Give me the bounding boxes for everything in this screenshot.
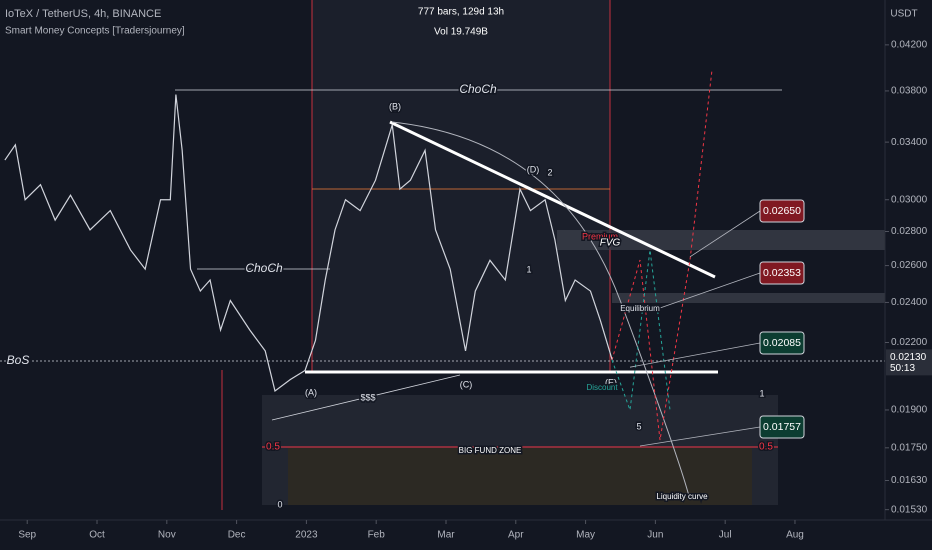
x-tick-label: Mar [437, 530, 455, 541]
liquidity-line [271, 374, 461, 421]
annotation: 1 [526, 264, 531, 274]
liquidity-curve [391, 121, 691, 501]
x-tick-label: 2023 [295, 530, 318, 541]
x-tick-label: Jul [719, 530, 732, 541]
target-leader [689, 210, 761, 258]
x-tick-label: Feb [368, 530, 386, 541]
y-tick-label: 0.02600 [891, 260, 928, 271]
x-tick-label: Oct [89, 530, 105, 541]
annotation: Liquidity curve [656, 492, 708, 501]
big-fund-zone [288, 448, 752, 505]
y-tick-label: 0.01630 [891, 475, 928, 486]
y-tick-label: 0.02800 [891, 226, 928, 237]
annotation: (C) [460, 379, 473, 389]
y-tick-label: 0.02400 [891, 297, 928, 308]
x-tick-label: Jun [647, 530, 663, 541]
y-tick-label: 0.01530 [891, 504, 928, 515]
countdown: 50:13 [890, 363, 915, 374]
target-label: 0.01757 [763, 421, 801, 433]
y-tick-label: 0.01750 [891, 442, 928, 453]
x-tick-label: May [576, 530, 595, 541]
y-tick-label: 0.01900 [891, 405, 928, 416]
annotation: BIG FUND ZONE [459, 446, 522, 455]
annotation: (B) [389, 101, 401, 111]
x-tick-label: Nov [158, 530, 176, 541]
target-label: 0.02085 [763, 337, 801, 349]
annotation: 2 [547, 167, 552, 177]
range-info: 777 bars, 129d 13h [418, 7, 504, 18]
annotation: 5 [636, 421, 641, 431]
annotation: 0.5 [266, 442, 280, 453]
y-tick-label: 0.03000 [891, 194, 928, 205]
annotation: Equilibrium [620, 304, 660, 313]
x-tick-label: Sep [18, 530, 36, 541]
annotation: (A) [305, 387, 317, 397]
y-tick-label: 0.03800 [891, 86, 928, 97]
target-label: 0.02353 [763, 267, 801, 279]
target-leader [649, 272, 761, 312]
projection [611, 249, 671, 411]
trend-line [389, 120, 716, 279]
x-tick-label: Apr [508, 530, 524, 541]
symbol: IoTeX / TetherUS, 4h, BINANCE [5, 8, 161, 20]
annotation: $$$ [360, 392, 375, 402]
annotation: 1 [759, 388, 764, 398]
currency: USDT [890, 9, 917, 20]
x-tick-label: Aug [786, 530, 804, 541]
target-box [759, 415, 805, 439]
last-price-tag [886, 349, 932, 376]
annotation: (D) [527, 164, 540, 174]
annotation: (E) [605, 377, 617, 387]
target-leader [639, 426, 761, 447]
annotation: 0 [277, 499, 282, 509]
y-tick-label: 0.02200 [891, 337, 928, 348]
indicator: Smart Money Concepts [Tradersjourney] [5, 26, 185, 37]
annotation: 0.5 [759, 442, 773, 453]
last-price-label: 0.02130 [890, 352, 927, 363]
target-box [759, 331, 805, 355]
price-line [4, 94, 613, 393]
x-tick-label: Dec [228, 530, 246, 541]
equilibrium-zone [612, 293, 885, 303]
annotation: ChoCh [459, 82, 497, 96]
target-box [759, 261, 805, 285]
target-label: 0.02650 [763, 205, 801, 217]
annotation: Premium [582, 231, 618, 241]
annotation: ChoCh [245, 261, 283, 275]
projection [611, 69, 713, 441]
price-axis [885, 0, 932, 550]
annotation: BoS [7, 353, 30, 367]
target-leader [629, 342, 761, 368]
range-box [312, 0, 610, 372]
y-tick-label: 0.03400 [891, 137, 928, 148]
annotation: FVG [600, 238, 621, 249]
volume-info: Vol 19.749B [434, 27, 488, 38]
y-tick-label: 0.04200 [891, 40, 928, 51]
target-box [759, 199, 805, 223]
premium-zone [557, 230, 885, 250]
annotation: Discount [586, 383, 618, 392]
